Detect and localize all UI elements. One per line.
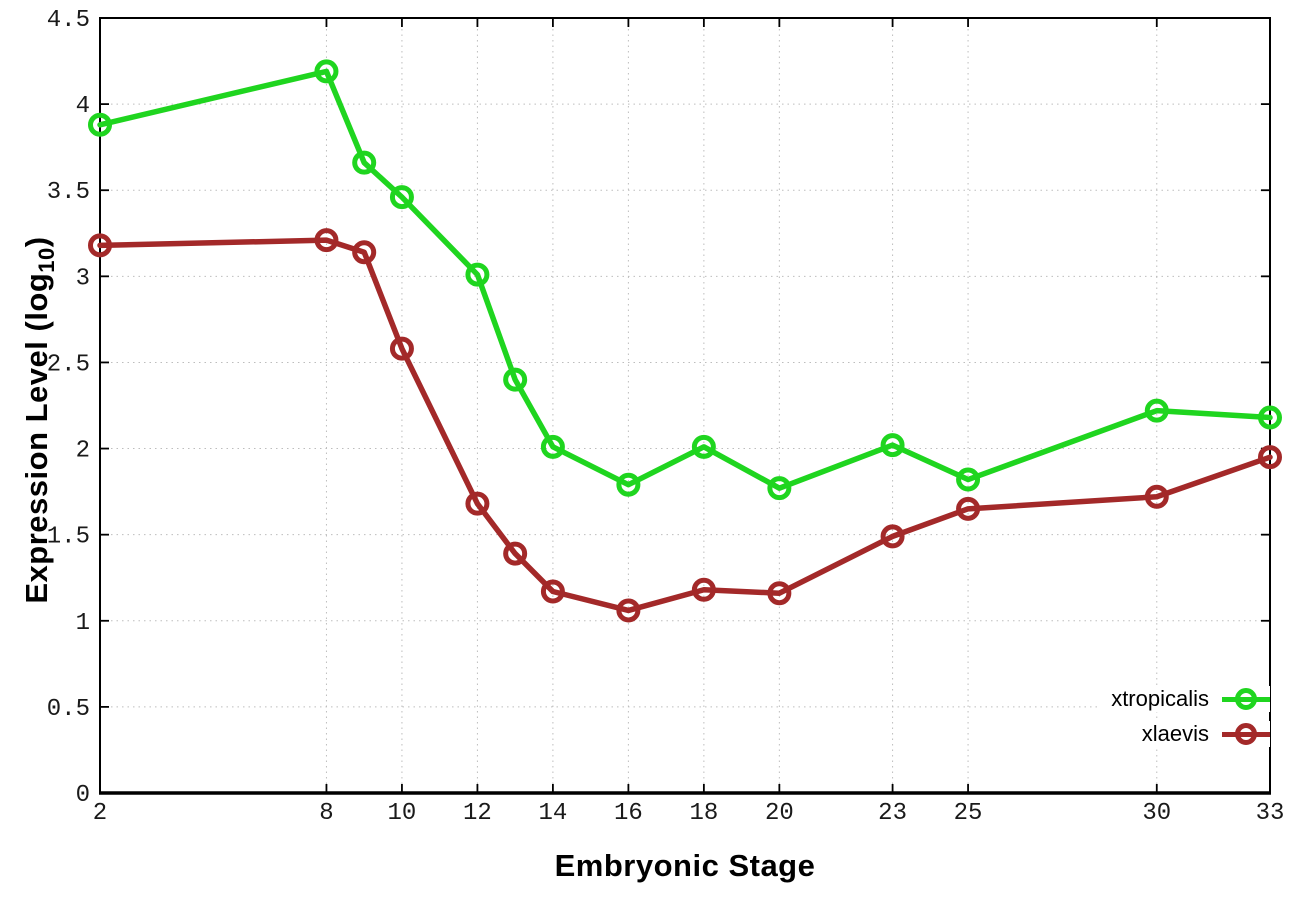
legend-item-xtropicalis: xtropicalis xyxy=(1101,686,1270,712)
data-point-xtropicalis xyxy=(465,262,490,287)
x-tick-label: 30 xyxy=(1142,800,1171,827)
data-point-xlaevis xyxy=(503,541,528,566)
data-point-xtropicalis xyxy=(540,434,565,459)
data-point-xlaevis xyxy=(314,228,339,253)
y-tick-label: 4 xyxy=(76,93,90,120)
data-point-xtropicalis xyxy=(1144,398,1169,423)
x-tick-label: 8 xyxy=(319,800,333,827)
data-point-xtropicalis xyxy=(503,367,528,392)
x-tick-label: 25 xyxy=(954,800,983,827)
data-point-xtropicalis xyxy=(389,185,414,210)
plot-border xyxy=(99,17,1271,794)
x-tick-label: 20 xyxy=(765,800,794,827)
y-tick-label: 0 xyxy=(76,782,90,809)
data-point-xlaevis xyxy=(540,579,565,604)
y-tick-label: 0.5 xyxy=(47,696,90,723)
data-point-xlaevis xyxy=(352,240,377,265)
y-tick-label: 1.5 xyxy=(47,524,90,551)
y-axis-title-text: Expression Level (log xyxy=(19,272,54,604)
x-tick-label: 16 xyxy=(614,800,643,827)
y-tick-label: 3 xyxy=(76,265,90,292)
data-point-xlaevis xyxy=(880,524,905,549)
data-point-xlaevis xyxy=(767,581,792,606)
data-point-xlaevis xyxy=(389,336,414,361)
data-point-xlaevis xyxy=(88,233,112,258)
legend-item-xlaevis: xlaevis xyxy=(1131,721,1270,747)
x-tick-label: 2 xyxy=(93,800,107,827)
data-point-xlaevis xyxy=(465,491,490,516)
y-axis-title: Expression Level (log10) xyxy=(19,236,59,604)
data-point-xtropicalis xyxy=(956,467,981,492)
data-point-xtropicalis xyxy=(616,472,641,497)
x-tick-label: 14 xyxy=(538,800,567,827)
data-point-xlaevis xyxy=(616,598,641,623)
series-line-xtropicalis xyxy=(97,68,1273,491)
y-tick-label: 4.5 xyxy=(47,7,90,34)
legend-key-circle xyxy=(1235,688,1257,710)
y-tick-label: 2 xyxy=(76,438,90,465)
data-point-xtropicalis xyxy=(88,112,112,137)
data-point-xtropicalis xyxy=(1258,405,1282,430)
legend-label: xlaevis xyxy=(1141,721,1209,746)
legend: xtropicalis xlaevis xyxy=(1101,686,1270,747)
line-circle-marker-icon xyxy=(1222,687,1270,711)
x-tick-label: 33 xyxy=(1256,800,1285,827)
data-point-xtropicalis xyxy=(767,476,792,501)
x-tick-label: 23 xyxy=(878,800,907,827)
x-axis-title: Embryonic Stage xyxy=(554,848,816,883)
x-tick-label: 12 xyxy=(463,800,492,827)
y-tick-label: 2.5 xyxy=(47,351,90,378)
legend-key-circle xyxy=(1235,723,1257,745)
data-point-xtropicalis xyxy=(352,150,377,175)
y-tick-label: 1 xyxy=(76,610,90,637)
data-point-xlaevis xyxy=(1144,484,1169,509)
y-axis-title-subscript: 10 xyxy=(34,247,59,273)
x-tick-label: 10 xyxy=(388,800,417,827)
data-point-xlaevis xyxy=(1258,445,1282,470)
data-point-xlaevis xyxy=(956,496,981,521)
data-point-xlaevis xyxy=(691,577,716,602)
data-point-xtropicalis xyxy=(314,59,339,84)
legend-label: xtropicalis xyxy=(1111,686,1209,711)
x-tick-label: 18 xyxy=(689,800,718,827)
line-circle-marker-icon xyxy=(1222,722,1270,746)
y-axis-title-suffix: ) xyxy=(19,236,54,248)
data-point-xtropicalis xyxy=(691,434,716,459)
data-point-xtropicalis xyxy=(880,433,905,458)
y-tick-label: 3.5 xyxy=(47,179,90,206)
series-line-xlaevis xyxy=(97,237,1273,614)
